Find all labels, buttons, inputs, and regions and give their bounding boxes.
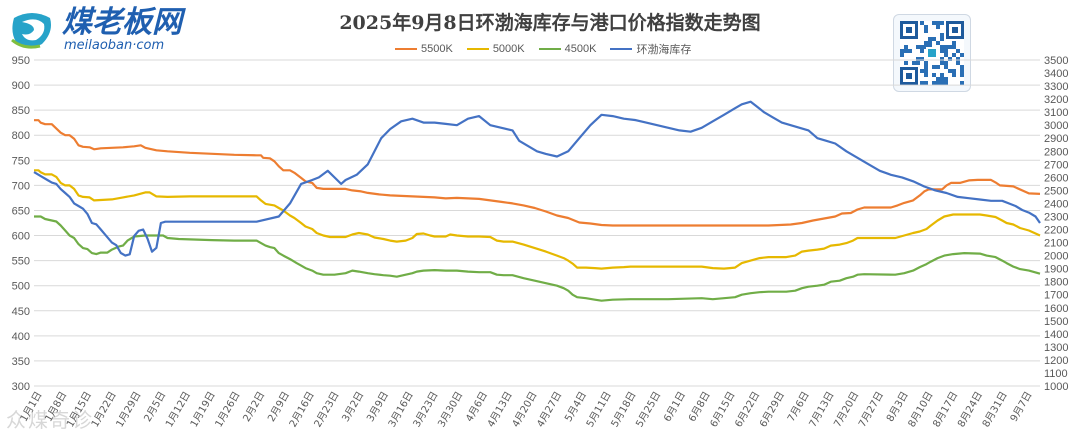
legend-label: 5500K	[421, 43, 453, 55]
right-axis-tick-label: 2400	[1044, 198, 1068, 210]
x-axis-tick-label: 3月2日	[340, 390, 367, 424]
right-axis-tick-label: 2100	[1044, 238, 1068, 250]
right-axis-tick-label: 1700	[1044, 290, 1068, 302]
series-line-环渤海库存	[33, 100, 1041, 257]
right-axis-tick-label: 2900	[1044, 133, 1068, 145]
right-axis-tick-label: 3100	[1044, 107, 1068, 119]
left-axis-tick-label: 600	[12, 231, 30, 243]
right-axis-tick-label: 1600	[1044, 303, 1068, 315]
x-axis-tick-label: 7月6日	[785, 390, 812, 424]
right-axis-tick-label: 3200	[1044, 94, 1068, 106]
legend-label: 4500K	[564, 43, 597, 55]
logo-swirl-icon	[11, 13, 51, 49]
x-axis-tick-label: 9月7日	[1008, 390, 1035, 424]
logo-name-en: meilaoban·com	[64, 38, 165, 53]
series-line-5500K	[34, 119, 1041, 227]
x-axis-tick-label: 8月3日	[884, 390, 911, 424]
right-axis-tick-label: 2300	[1044, 211, 1068, 223]
legend-label: 环渤海库存	[636, 44, 692, 56]
x-axis-tick-label: 3月9日	[364, 390, 391, 424]
right-axis-tick-label: 3400	[1044, 68, 1068, 80]
left-axis-tick-label: 500	[12, 281, 30, 293]
left-axis-tick-label: 750	[12, 155, 30, 167]
legend-swatch	[395, 48, 417, 50]
right-axis-tick-label: 2000	[1044, 251, 1068, 263]
x-axis-tick-label: 4月6日	[463, 390, 490, 424]
x-axis-tick-label: 6月1日	[661, 390, 688, 424]
left-axis-tick-label: 900	[12, 80, 30, 92]
x-axis-tick-label: 2月2日	[241, 390, 268, 424]
right-axis-tick-label: 1100	[1044, 368, 1068, 380]
chart-title: 2025年9月8日环渤海库存与港口价格指数走势图	[339, 12, 761, 34]
legend-item: 4500K	[538, 41, 597, 57]
logo: 煤老板网 meilaoban·com	[10, 6, 250, 54]
right-axis-tick-label: 1200	[1044, 355, 1068, 367]
right-axis-tick-label: 1900	[1044, 264, 1068, 276]
right-axis-tick-label: 1800	[1044, 277, 1068, 289]
legend-item: 环渤海库存	[610, 41, 691, 57]
left-axis-tick-label: 350	[12, 356, 30, 368]
left-axis-tick-label: 650	[12, 205, 30, 217]
x-axis-tick-label: 2月5日	[142, 390, 169, 424]
watermark: 众煤奇诊	[6, 408, 94, 432]
right-axis-tick-label: 1500	[1044, 316, 1068, 328]
legend-swatch	[538, 48, 561, 50]
right-axis-tick-label: 1000	[1044, 381, 1068, 393]
logo-name-cn: 煤老板网	[62, 5, 182, 40]
x-axis-tick-label: 6月8日	[686, 390, 713, 424]
left-axis-tick-label: 800	[12, 130, 30, 142]
legend-item: 5500K	[395, 41, 453, 57]
qr-code-icon	[900, 21, 964, 85]
left-axis-tick-label: 450	[12, 306, 30, 318]
right-axis-tick-label: 2200	[1044, 225, 1068, 237]
right-axis-tick-label: 3300	[1044, 81, 1068, 93]
left-axis-tick-label: 400	[12, 331, 30, 343]
x-axis-tick-label: 2月9日	[265, 390, 292, 424]
series-line-5000K	[34, 169, 1041, 270]
legend-swatch	[466, 48, 489, 50]
left-axis-tick-label: 550	[12, 256, 30, 268]
right-axis-tick-label: 2500	[1044, 185, 1068, 197]
legend-swatch	[610, 48, 633, 50]
right-axis-tick-label: 1300	[1044, 342, 1068, 354]
left-axis-tick-label: 300	[12, 381, 30, 393]
left-axis-tick-label: 950	[12, 55, 30, 67]
left-axis-tick-label: 850	[12, 105, 30, 117]
right-axis-tick-label: 2700	[1044, 159, 1068, 171]
right-axis-tick-label: 3000	[1044, 120, 1068, 132]
right-axis-tick-label: 3500	[1044, 55, 1068, 67]
right-axis-tick-label: 2800	[1044, 146, 1068, 158]
legend-label: 5000K	[492, 43, 525, 55]
legend-item: 5000K	[466, 41, 525, 57]
chart-legend: 5500K 5000K 4500K 环渤海库存	[395, 41, 691, 57]
right-axis-tick-label: 2600	[1044, 172, 1068, 184]
x-axis-tick-label: 5月4日	[562, 390, 589, 424]
left-axis-tick-label: 700	[12, 180, 30, 192]
series-line-4500K	[34, 215, 1041, 302]
qr-code	[893, 14, 971, 92]
right-axis-tick-label: 1400	[1044, 329, 1068, 341]
